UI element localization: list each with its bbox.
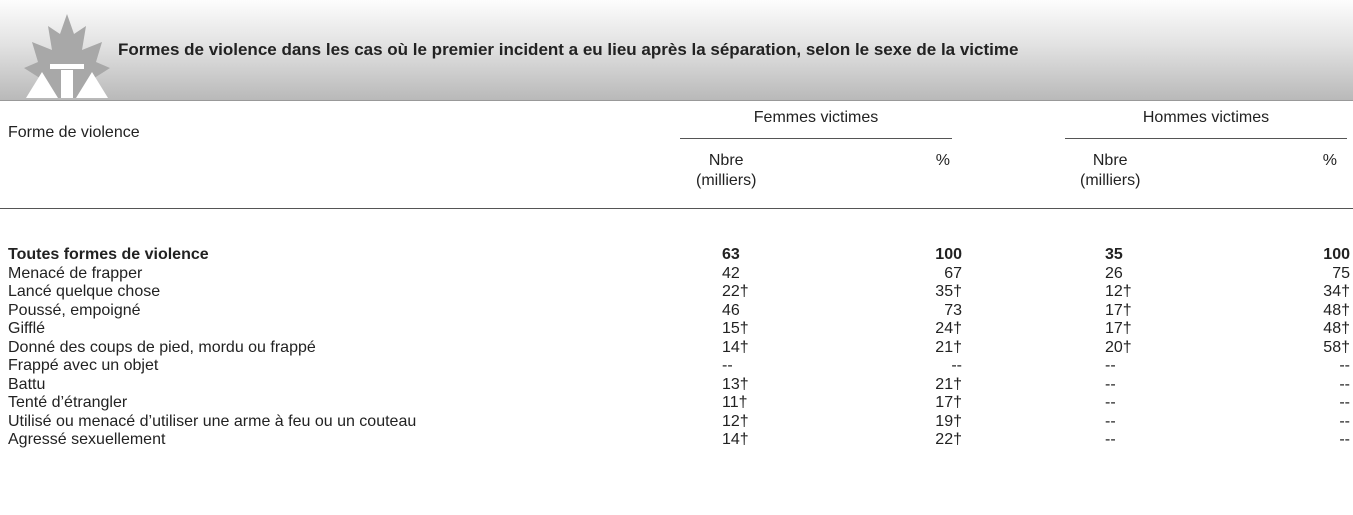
cell: 21† bbox=[935, 338, 962, 356]
row-label: Agressé sexuellement bbox=[8, 431, 166, 448]
header-band bbox=[0, 0, 1353, 100]
cell: 100 bbox=[1323, 246, 1350, 263]
row-label: Menacé de frapper bbox=[8, 264, 143, 282]
cell: 34† bbox=[1323, 283, 1350, 300]
cell: 48† bbox=[1323, 301, 1350, 319]
cell: -- bbox=[1339, 394, 1350, 411]
cell: 17† bbox=[1105, 320, 1132, 337]
cell: 75 bbox=[1332, 264, 1350, 282]
cell: -- bbox=[1105, 412, 1116, 430]
cell: 13† bbox=[722, 375, 749, 393]
cell: 48† bbox=[1323, 320, 1350, 337]
cell: 46 bbox=[722, 301, 740, 319]
cell: 17† bbox=[935, 394, 962, 411]
cell: 19† bbox=[935, 412, 962, 430]
cell: -- bbox=[1339, 357, 1350, 374]
rule bbox=[1065, 138, 1347, 139]
cell: 67 bbox=[944, 264, 962, 282]
cell: 58† bbox=[1323, 338, 1350, 356]
subheader: % bbox=[1322, 152, 1337, 169]
row-header: Forme de violence bbox=[8, 124, 140, 141]
title: Formes de violence dans les cas où le pr… bbox=[118, 40, 1019, 59]
cell: 24† bbox=[935, 320, 962, 337]
subheader: Nbre (milliers) bbox=[696, 152, 757, 189]
cell: 42 bbox=[722, 264, 740, 282]
logo bbox=[24, 14, 110, 98]
cell: 11† bbox=[722, 394, 748, 411]
cell: 20† bbox=[1105, 338, 1132, 356]
row-label: Battu bbox=[8, 375, 46, 393]
cell: -- bbox=[951, 357, 962, 374]
cell: -- bbox=[1339, 375, 1350, 393]
rule bbox=[0, 208, 1353, 209]
cell: -- bbox=[1339, 412, 1350, 430]
row-label: Donné des coups de pied, mordu ou frappé bbox=[8, 338, 316, 356]
cell: -- bbox=[1339, 431, 1350, 448]
row-label: Frappé avec un objet bbox=[8, 357, 159, 374]
rule bbox=[680, 138, 952, 139]
cell: 14† bbox=[722, 431, 749, 448]
subheader: Nbre (milliers) bbox=[1080, 152, 1141, 189]
cell: -- bbox=[1105, 357, 1116, 374]
cell: 12† bbox=[1105, 283, 1132, 300]
row-label: Tenté d’étrangler bbox=[8, 394, 128, 411]
row-label: Utilisé ou menacé d’utiliser une arme à … bbox=[8, 412, 417, 430]
cell: -- bbox=[722, 357, 733, 374]
group-header: Femmes victimes bbox=[753, 109, 879, 126]
row-label: Gifflé bbox=[8, 320, 46, 337]
row-label: Lancé quelque chose bbox=[8, 283, 161, 300]
subheader: % bbox=[935, 152, 950, 169]
cell: 63 bbox=[722, 246, 740, 263]
cell: -- bbox=[1105, 375, 1116, 393]
group-header: Hommes victimes bbox=[1142, 109, 1270, 126]
cell: 35† bbox=[935, 283, 962, 300]
cell: -- bbox=[1105, 431, 1116, 448]
cell: 14† bbox=[722, 338, 749, 356]
cell: -- bbox=[1105, 394, 1116, 411]
cell: 17† bbox=[1105, 301, 1132, 319]
cell: 22† bbox=[722, 283, 749, 300]
cell: 22† bbox=[935, 431, 962, 448]
cell: 26 bbox=[1105, 264, 1123, 282]
rule bbox=[0, 100, 1353, 101]
cell: 12† bbox=[722, 412, 749, 430]
row-label: Poussé, empoigné bbox=[8, 301, 141, 319]
cell: 35 bbox=[1105, 246, 1123, 263]
cell: 100 bbox=[935, 246, 962, 263]
cell: 73 bbox=[944, 301, 962, 319]
cell: 15† bbox=[722, 320, 749, 337]
cell: 21† bbox=[935, 375, 962, 393]
row-label: Toutes formes de violence bbox=[8, 246, 209, 263]
